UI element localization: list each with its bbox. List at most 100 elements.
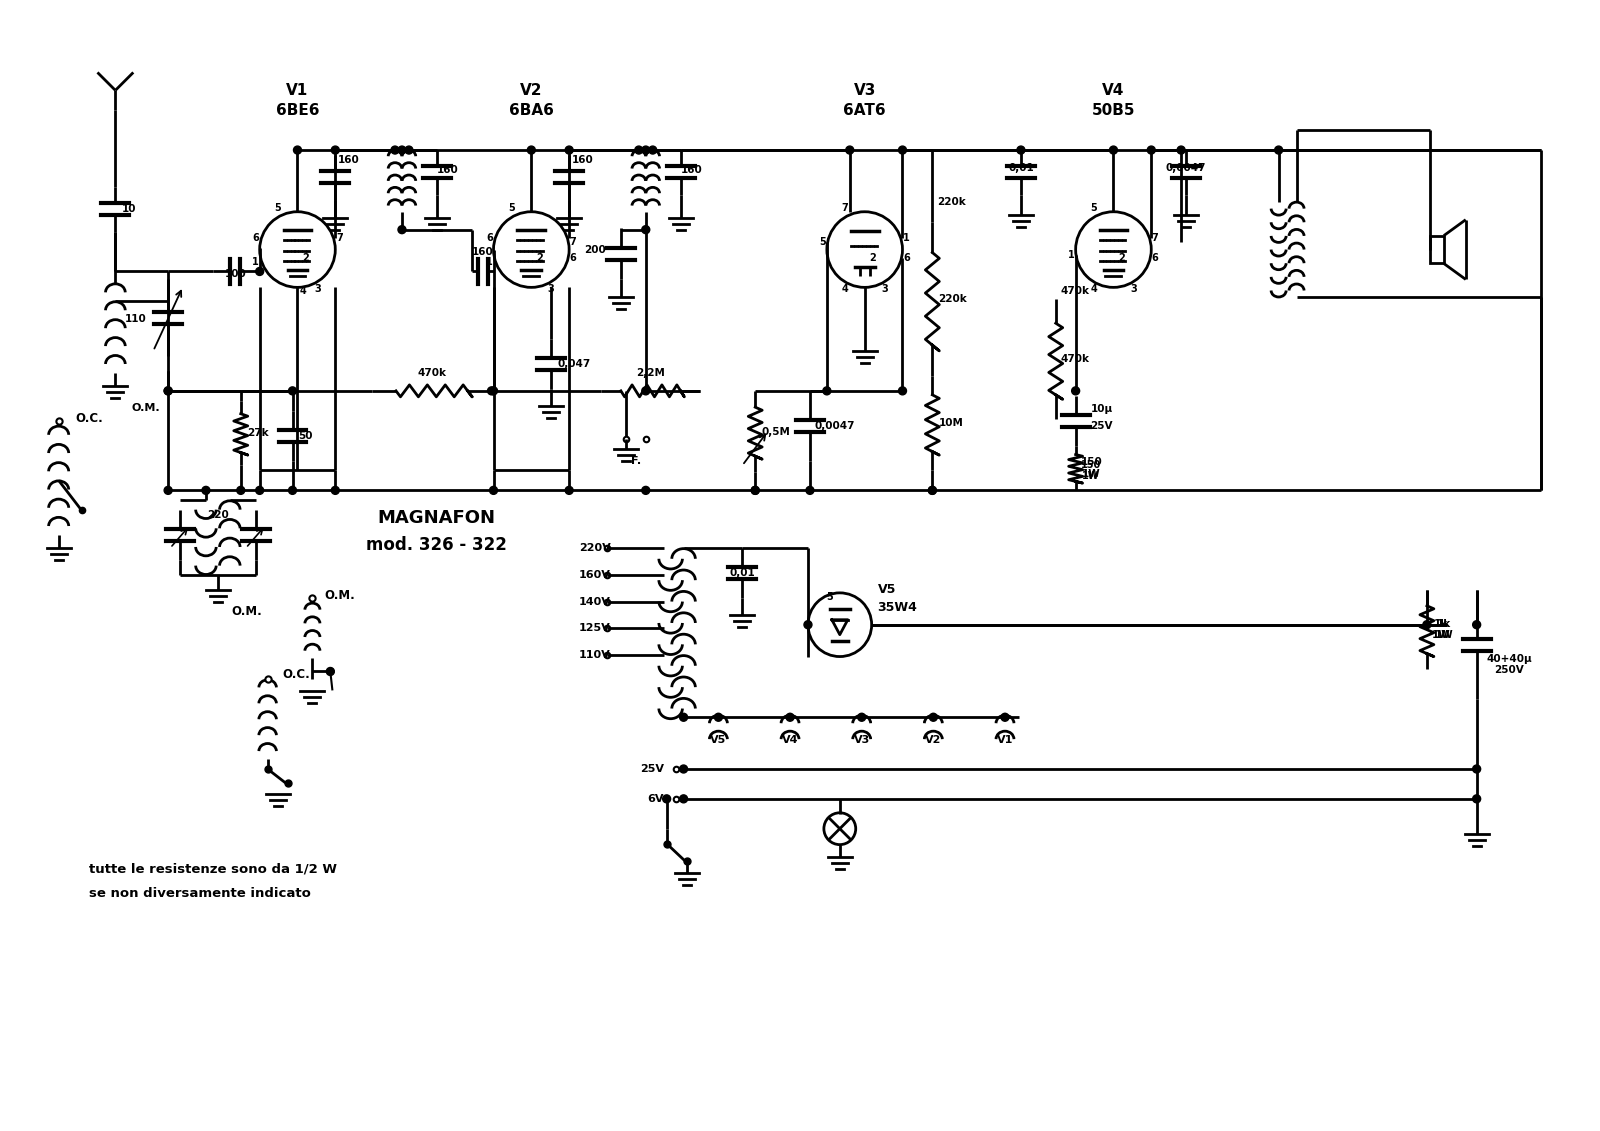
- Circle shape: [390, 146, 398, 154]
- Text: 5: 5: [827, 592, 834, 602]
- Circle shape: [165, 387, 173, 395]
- Text: 0,047: 0,047: [557, 359, 590, 369]
- Text: 6BE6: 6BE6: [275, 103, 320, 118]
- Text: 220k: 220k: [938, 197, 966, 207]
- Text: V1: V1: [286, 83, 309, 98]
- Text: 4: 4: [301, 286, 307, 296]
- Text: V4: V4: [1102, 83, 1125, 98]
- Text: 160: 160: [338, 155, 360, 165]
- Text: 140V: 140V: [579, 597, 611, 607]
- Circle shape: [662, 795, 670, 803]
- Text: 0,0047: 0,0047: [814, 421, 856, 431]
- Text: 6: 6: [253, 233, 259, 243]
- Text: 200: 200: [584, 244, 606, 254]
- Circle shape: [1178, 146, 1186, 154]
- Text: 5: 5: [274, 202, 282, 213]
- Circle shape: [1147, 146, 1155, 154]
- Circle shape: [1472, 621, 1480, 629]
- Circle shape: [490, 387, 498, 395]
- Text: tutte le resistenze sono da 1/2 W: tutte le resistenze sono da 1/2 W: [88, 862, 336, 875]
- Text: 50: 50: [299, 431, 314, 441]
- Text: 27k: 27k: [246, 429, 269, 438]
- Text: se non diversamente indicato: se non diversamente indicato: [88, 887, 310, 900]
- Text: 5: 5: [509, 202, 515, 213]
- Text: 150
1W: 150 1W: [1080, 457, 1102, 478]
- Circle shape: [680, 795, 688, 803]
- Circle shape: [822, 387, 830, 395]
- Circle shape: [930, 714, 938, 722]
- Text: 0,5M: 0,5M: [762, 426, 790, 437]
- Circle shape: [715, 714, 722, 722]
- Text: 110: 110: [125, 314, 146, 325]
- Circle shape: [1472, 795, 1480, 803]
- Circle shape: [288, 486, 296, 494]
- Circle shape: [846, 146, 854, 154]
- Text: 2: 2: [869, 252, 877, 262]
- Text: 0,01: 0,01: [730, 568, 755, 578]
- Text: 125V: 125V: [579, 623, 611, 632]
- Text: 160: 160: [680, 165, 702, 175]
- Text: 160: 160: [573, 155, 594, 165]
- Text: 50B5: 50B5: [1091, 103, 1136, 118]
- Text: 5: 5: [1090, 202, 1098, 213]
- Circle shape: [635, 146, 643, 154]
- Circle shape: [237, 486, 245, 494]
- Text: 160: 160: [472, 247, 493, 257]
- Circle shape: [331, 146, 339, 154]
- Circle shape: [1275, 146, 1283, 154]
- Circle shape: [398, 146, 406, 154]
- Text: 7: 7: [1152, 233, 1158, 243]
- Circle shape: [642, 486, 650, 494]
- Text: V1: V1: [997, 735, 1013, 745]
- Text: 160: 160: [437, 165, 459, 175]
- Text: 3: 3: [547, 284, 555, 294]
- Text: V3: V3: [853, 83, 875, 98]
- Circle shape: [806, 486, 814, 494]
- Circle shape: [165, 486, 173, 494]
- Text: 5: 5: [819, 236, 826, 247]
- Text: 0,01: 0,01: [1008, 163, 1034, 173]
- Text: 2: 2: [302, 252, 309, 262]
- Circle shape: [565, 146, 573, 154]
- Text: 470k: 470k: [418, 368, 446, 378]
- Text: 6: 6: [1152, 252, 1158, 262]
- Circle shape: [528, 146, 536, 154]
- Circle shape: [752, 486, 760, 494]
- Circle shape: [256, 267, 264, 276]
- Text: 220: 220: [206, 510, 229, 520]
- Text: 10M: 10M: [938, 418, 963, 429]
- Circle shape: [488, 387, 496, 395]
- Circle shape: [803, 621, 811, 629]
- Text: O.C.: O.C.: [283, 668, 310, 681]
- Circle shape: [928, 486, 936, 494]
- Text: V4: V4: [782, 735, 798, 745]
- Circle shape: [1472, 765, 1480, 772]
- Text: 1: 1: [902, 233, 910, 243]
- Text: F.: F.: [630, 456, 642, 466]
- Circle shape: [899, 387, 907, 395]
- Text: 220k: 220k: [938, 294, 966, 304]
- Circle shape: [565, 486, 573, 494]
- Text: 3: 3: [1130, 284, 1136, 294]
- Text: V2: V2: [520, 83, 542, 98]
- Text: O.C.: O.C.: [75, 412, 104, 425]
- Circle shape: [928, 486, 936, 494]
- Circle shape: [288, 387, 296, 395]
- Text: 220V: 220V: [579, 543, 611, 553]
- Text: O.M.: O.M.: [325, 589, 355, 603]
- Text: 3: 3: [314, 284, 320, 294]
- Text: 25V: 25V: [640, 765, 664, 774]
- Text: 4: 4: [1090, 284, 1098, 294]
- Bar: [1430, 235, 1443, 264]
- Text: 1: 1: [1069, 250, 1075, 259]
- Text: 2,2M: 2,2M: [637, 368, 666, 378]
- Text: 160V: 160V: [579, 570, 611, 580]
- Text: 0,0047: 0,0047: [1166, 163, 1206, 173]
- Text: 1: 1: [486, 257, 493, 267]
- Text: 7: 7: [570, 236, 576, 247]
- Circle shape: [1018, 146, 1026, 154]
- Circle shape: [680, 714, 688, 722]
- Text: V3: V3: [853, 735, 870, 745]
- Circle shape: [642, 387, 650, 395]
- Circle shape: [490, 486, 498, 494]
